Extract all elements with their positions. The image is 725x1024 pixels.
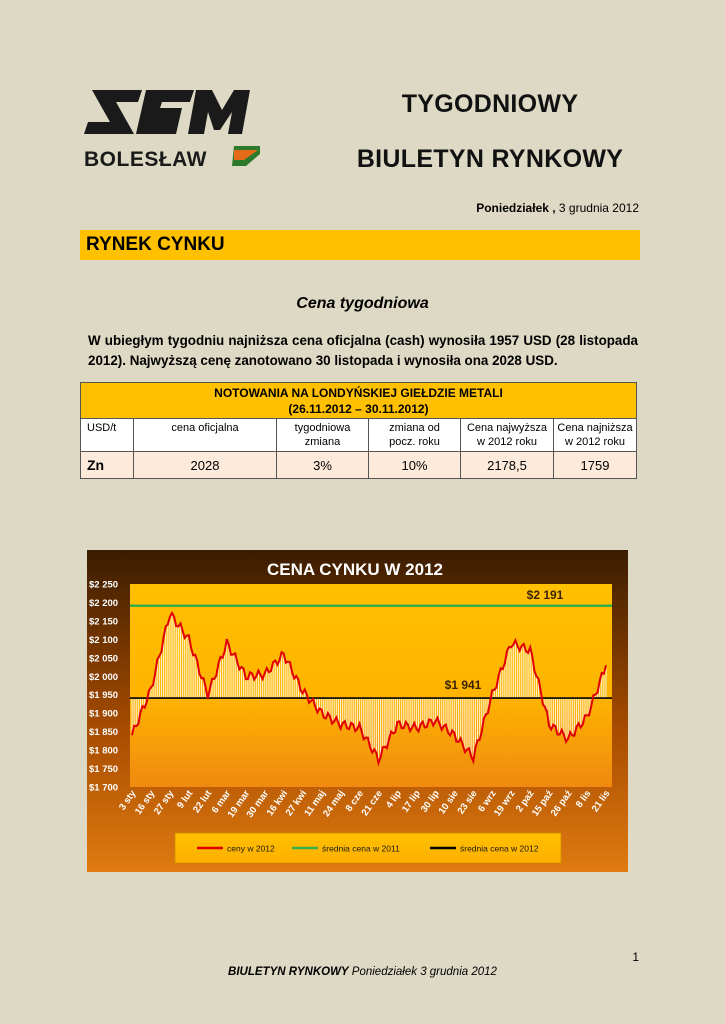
- y-tick-label: $2 100: [89, 635, 118, 646]
- col-ytd-change: zmiana od pocz. roku: [368, 418, 461, 452]
- section-title: RYNEK CYNKU: [86, 234, 225, 255]
- y-tick-label: $2 000: [89, 672, 118, 683]
- y-tick-label: $1 700: [89, 783, 118, 794]
- section-subhead: Cena tygodniowa: [296, 295, 429, 312]
- value-max-price: 2178,5: [460, 451, 554, 479]
- legend-label: średnia cena w 2011: [322, 844, 400, 854]
- y-axis: $1 700 $1 750 $1 800 $1 850 $1 900 $1 950 $2 0…: [89, 580, 118, 794]
- y-tick-label: $1 950: [89, 690, 118, 701]
- y-tick-label: $2 050: [89, 653, 118, 664]
- zgh-boleslaw-logo: BOLESŁAW: [84, 90, 260, 171]
- bulletin-title-line2: BIULETYN RYNKOWY: [356, 145, 624, 173]
- bulletin-title-line1: TYGODNIOWY: [401, 90, 579, 118]
- issue-date-day: Poniedziałek ,: [476, 201, 556, 215]
- zinc-price-chart: CENA CYNKU W 2012 $1 700 $1 750 $1 800 $1 8…: [87, 550, 628, 872]
- footer-title: BIULETYN RYNKOWY: [228, 966, 349, 978]
- table-header: NOTOWANIA NA LONDYŃSKIEJ GIEŁDZIE METALI…: [80, 382, 637, 419]
- col-min-price: Cena najniższa w 2012 roku: [553, 418, 637, 452]
- legend-label: średnia cena w 2012: [460, 844, 539, 854]
- table-title-line2: (26.11.2012 – 30.11.2012): [288, 401, 429, 416]
- page-number: 1: [632, 950, 639, 964]
- chart-title: CENA CYNKU W 2012: [267, 560, 443, 579]
- value-official-price: 2028: [133, 451, 277, 479]
- col-official-price: cena oficjalna: [133, 418, 277, 452]
- value-weekly-change: 3%: [276, 451, 369, 479]
- price-line-2012: [131, 610, 607, 767]
- issue-date: Poniedziałek , 3 grudnia 2012: [476, 201, 639, 215]
- page-footer: BIULETYN RYNKOWY Poniedziałek 3 grudnia …: [0, 966, 725, 978]
- y-tick-label: $1 750: [89, 764, 118, 775]
- intro-paragraph: W ubiegłym tygodniu najniższa cena oficj…: [88, 333, 638, 368]
- annotation-avg-2011: $2 191: [527, 588, 564, 602]
- footer-date: Poniedziałek 3 grudnia 2012: [348, 966, 497, 978]
- annotation-avg-2012: $1 941: [445, 678, 482, 692]
- table-row: Zn 2028 3% 10% 2178,5 1759: [80, 451, 637, 479]
- col-max-price: Cena najwyższa w 2012 roku: [460, 418, 554, 452]
- y-tick-label: $2 200: [89, 598, 118, 609]
- logo-subtext: BOLESŁAW: [84, 148, 207, 171]
- col-weekly-change: tygodniowa zmiana: [276, 418, 369, 452]
- series-lines: [130, 604, 612, 767]
- table-title-line1: NOTOWANIA NA LONDYŃSKIEJ GIEŁDZIE METALI: [214, 385, 503, 400]
- y-tick-label: $2 150: [89, 616, 118, 627]
- lme-quotes-table: NOTOWANIA NA LONDYŃSKIEJ GIEŁDZIE METALI…: [80, 382, 637, 479]
- y-tick-label: $1 850: [89, 727, 118, 738]
- y-tick-label: $1 900: [89, 709, 118, 720]
- issue-date-rest: 3 grudnia 2012: [558, 201, 639, 215]
- value-min-price: 1759: [553, 451, 637, 479]
- section-bar: [80, 230, 640, 260]
- chart-annotations: $2 191 $1 941: [445, 588, 564, 692]
- value-ytd-change: 10%: [368, 451, 461, 479]
- y-tick-label: $2 250: [89, 580, 118, 591]
- col-unit: USD/t: [80, 418, 134, 452]
- metal-cell: Zn: [80, 451, 134, 479]
- legend-label: ceny w 2012: [227, 844, 275, 854]
- chart-legend: ceny w 2012 średnia cena w 2011 średnia ce…: [174, 832, 562, 864]
- y-tick-label: $1 800: [89, 746, 118, 757]
